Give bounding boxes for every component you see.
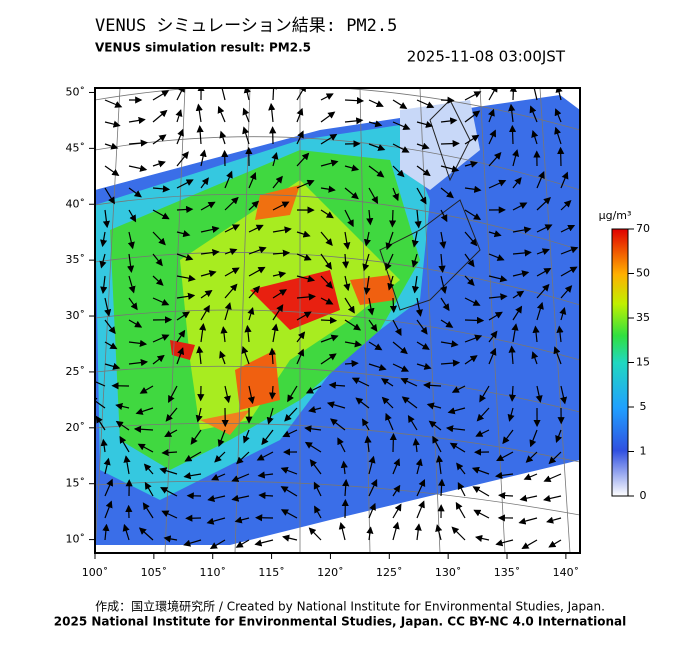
wind-arrow xyxy=(465,320,483,321)
wind-arrow xyxy=(393,298,394,312)
wind-arrow xyxy=(512,126,513,144)
wind-arrow xyxy=(273,83,274,100)
wind-arrow xyxy=(321,320,336,321)
wind-arrow xyxy=(345,363,358,364)
x-tick-label: 105˚ xyxy=(141,566,168,579)
colorbar-label: 70 xyxy=(636,222,650,235)
y-tick-label: 30˚ xyxy=(66,309,86,322)
x-tick-label: 120˚ xyxy=(317,566,344,579)
wind-arrow xyxy=(441,143,459,144)
y-tick-label: 50˚ xyxy=(66,85,86,98)
x-tick-label: 125˚ xyxy=(376,566,403,579)
y-tick-label: 35˚ xyxy=(66,253,86,266)
timestamp: 2025-11-08 03:00JST xyxy=(407,48,566,66)
x-tick-label: 115˚ xyxy=(258,566,285,579)
wind-arrow xyxy=(499,495,513,496)
title: VENUS シミュレーション結果: PM2.5 xyxy=(95,16,397,36)
colorbar xyxy=(612,229,628,496)
y-tick-label: 40˚ xyxy=(66,197,86,210)
colorbar-label: 1 xyxy=(640,445,647,458)
x-tick-label: 130˚ xyxy=(435,566,462,579)
x-tick-label: 135˚ xyxy=(494,566,521,579)
y-tick-label: 25˚ xyxy=(66,365,86,378)
wind-arrow xyxy=(392,210,393,226)
y-tick-label: 10˚ xyxy=(66,533,86,546)
colorbar-label: 50 xyxy=(636,267,650,280)
y-tick-label: 20˚ xyxy=(66,421,86,434)
colorbar-label: 5 xyxy=(640,400,647,413)
credit: 作成：国立環境研究所 / Created by National Institu… xyxy=(95,599,605,614)
wind-arrow xyxy=(177,209,192,210)
colorbar-label: 15 xyxy=(636,356,650,369)
x-tick-label: 100˚ xyxy=(82,566,109,579)
map xyxy=(89,82,580,553)
colorbar-label: 0 xyxy=(640,489,647,502)
colorbar-unit: μg/m³ xyxy=(599,209,632,222)
y-tick-label: 45˚ xyxy=(66,141,86,154)
x-tick-label: 140˚ xyxy=(553,566,580,579)
subtitle: VENUS simulation result: PM2.5 xyxy=(95,41,311,55)
x-tick-label: 110˚ xyxy=(199,566,226,579)
license: 2025 National Institute for Environmenta… xyxy=(54,615,626,629)
y-tick-label: 15˚ xyxy=(66,477,86,490)
colorbar-label: 35 xyxy=(636,311,650,324)
wind-arrow xyxy=(441,100,453,101)
